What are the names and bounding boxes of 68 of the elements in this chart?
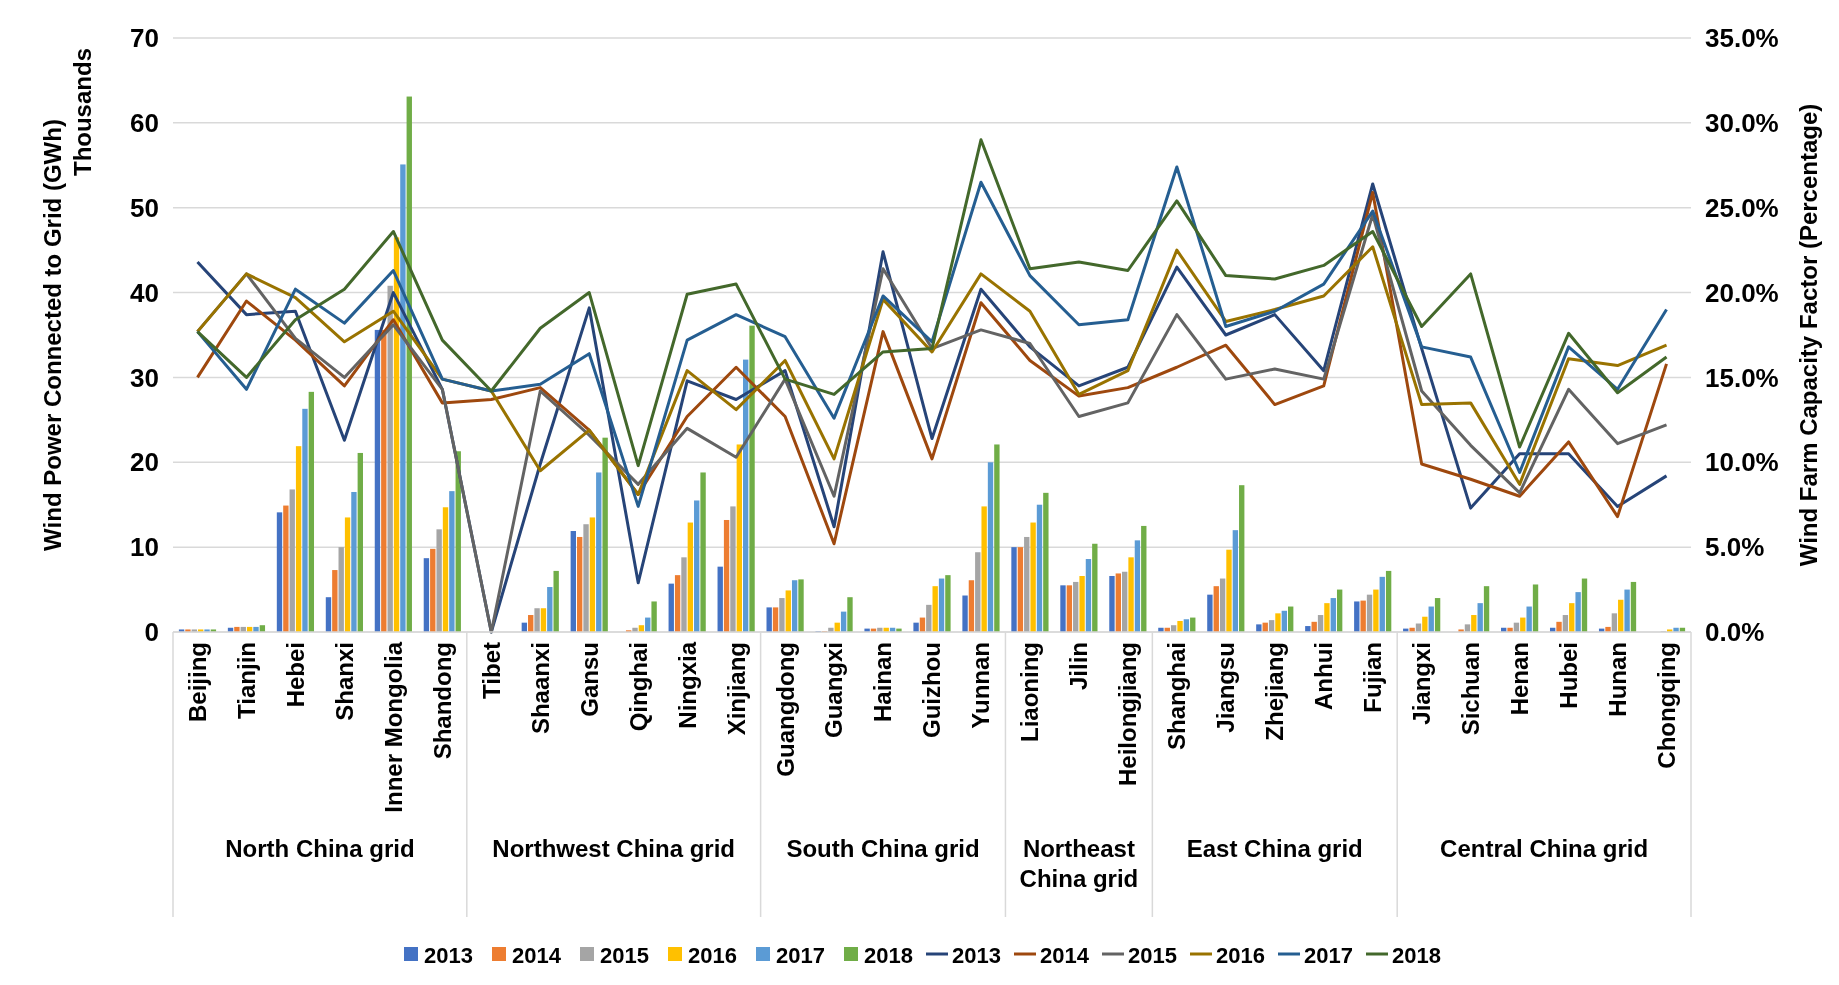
y2-axis-title: Wind Farm Capacity Factor (Percentage) — [1795, 103, 1822, 567]
y2-tick-label: 25.0% — [1705, 192, 1779, 223]
y2-tick-label: 0.0% — [1705, 617, 1765, 648]
x-tick-label: Jiangsu — [1212, 642, 1240, 733]
legend-label: 2018 — [864, 943, 913, 968]
y-axis-title: Wind Power Connected to Grid (GWh) — [39, 119, 66, 551]
x-tick-label: Qinghai — [624, 642, 652, 732]
text: Northeast China grid — [1019, 835, 1139, 892]
legend-label: 2018 — [1392, 943, 1441, 968]
y-tick-label: 70 — [130, 23, 159, 54]
y2-tick-label: 20.0% — [1705, 277, 1779, 308]
y-tick-label: 30 — [130, 362, 159, 393]
x-tick-label: Liaoning — [1016, 642, 1044, 742]
y2-tick-label: 10.0% — [1705, 447, 1779, 478]
y-tick-label: 10 — [130, 532, 159, 563]
x-tick-label: Shanxi — [330, 642, 358, 721]
legend-label: 2015 — [600, 943, 649, 968]
x-tick-label: Shandong — [428, 642, 456, 760]
x-tick-label: Henan — [1506, 642, 1534, 716]
x-tick-label: Yunnan — [967, 642, 995, 729]
x-tick-label: Heilongjiang — [1114, 642, 1142, 786]
y2-tick-label: 35.0% — [1705, 23, 1779, 54]
text: Northwest China grid — [492, 835, 736, 862]
x-tick-label: Fujian — [1359, 642, 1387, 713]
x-tick-label: Sichuan — [1457, 642, 1485, 736]
x-tick-label: Inner Mongolia — [379, 641, 407, 813]
x-tick-label: Tianjin — [232, 642, 260, 719]
x-tick-label: Tibet — [477, 642, 505, 699]
y-tick-label: 40 — [130, 277, 159, 308]
x-tick-label: Guangxi — [820, 642, 848, 739]
x-tick-label: Guizhou — [918, 642, 946, 738]
legend-label: 2017 — [776, 943, 825, 968]
legend-label: 2014 — [512, 943, 562, 968]
x-tick-label: Shaanxi — [526, 642, 554, 735]
x-tick-label: Jilin — [1065, 642, 1093, 691]
text: Thousands — [69, 48, 96, 177]
x-tick-label: Chongqing — [1652, 642, 1680, 769]
x-tick-label: Xinjiang — [722, 642, 750, 736]
y-tick-label: 20 — [130, 447, 159, 478]
x-tick-label: Shanghai — [1163, 642, 1191, 751]
text: North China grid — [225, 835, 415, 862]
text: South China grid — [786, 835, 980, 862]
x-tick-label: Jiangxi — [1408, 642, 1436, 725]
legend-label: 2015 — [1128, 943, 1177, 968]
text: Central China grid — [1440, 835, 1649, 862]
legend-label: 2013 — [424, 943, 473, 968]
y-tick-label: 60 — [130, 107, 159, 138]
x-tick-label: Ningxia — [673, 641, 701, 729]
x-tick-label: Zhejiang — [1261, 642, 1289, 741]
text: East China grid — [1186, 835, 1363, 862]
x-tick-label: Hubei — [1554, 642, 1582, 709]
legend-label: 2016 — [688, 943, 737, 968]
x-tick-label: Hunan — [1603, 642, 1631, 717]
legend-label: 2014 — [1040, 943, 1090, 968]
y-tick-label: 50 — [130, 192, 159, 223]
x-tick-label: Guangdong — [771, 642, 799, 777]
x-tick-label: Hainan — [869, 642, 897, 723]
x-tick-label: Hebei — [281, 642, 309, 708]
legend-label: 2016 — [1216, 943, 1265, 968]
legend-label: 2017 — [1304, 943, 1353, 968]
legend-label: 2013 — [952, 943, 1001, 968]
x-tick-label: Anhui — [1310, 642, 1338, 710]
y2-tick-label: 5.0% — [1705, 532, 1765, 563]
y-tick-label: 0 — [144, 617, 159, 648]
y2-tick-label: 30.0% — [1705, 107, 1779, 138]
y2-tick-label: 15.0% — [1705, 362, 1779, 393]
x-tick-label: Gansu — [575, 642, 603, 717]
x-tick-label: Beijing — [183, 642, 211, 723]
